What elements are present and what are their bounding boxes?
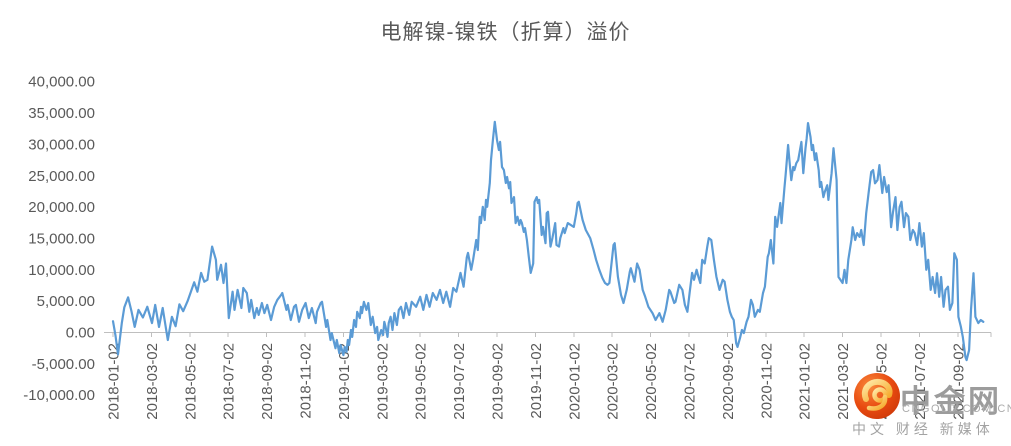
x-tick-label: 2020-09-02 [720, 343, 737, 420]
x-tick-label: 2020-11-02 [758, 343, 775, 419]
watermark-site-name: 中金网 [900, 384, 1002, 419]
y-tick-label: -5,000.00 [32, 356, 95, 373]
y-tick-label: 40,000.00 [28, 74, 95, 91]
x-tick-label: 2020-01-02 [566, 343, 583, 420]
x-tick-label: 2020-07-02 [682, 343, 699, 420]
x-tick-label: 2020-03-02 [605, 343, 622, 420]
y-tick-label: 5,000.00 [37, 293, 95, 310]
y-tick-label: 20,000.00 [28, 199, 95, 216]
cngold-logo-icon [854, 373, 900, 419]
series-line [111, 120, 985, 362]
x-tick-label: 2021-09-02 [950, 343, 967, 420]
x-tick-label: 2018-01-02 [106, 343, 123, 420]
x-tick-label: 2019-03-02 [374, 343, 391, 420]
x-tick-label: 2019-01-02 [336, 343, 353, 420]
x-axis [104, 332, 992, 337]
y-tick-label: 10,000.00 [28, 262, 95, 279]
y-tick-label: 30,000.00 [28, 136, 95, 153]
y-axis: 40,000.00 35,000.00 30,000.00 25,000.00 20,0… [23, 74, 95, 405]
x-tick-label: 2019-11-02 [528, 343, 545, 419]
chart-title: 电解镍-镍铁（折算）溢价 [380, 21, 631, 44]
cngold-watermark: 中金网 CNGOLD.COM.CN 中文 财经 新媒体 [845, 368, 1011, 444]
x-tick-label: 2018-11-02 [298, 343, 315, 419]
x-tick-label: 2020-05-02 [643, 343, 660, 420]
y-tick-label: 25,000.00 [28, 168, 95, 185]
x-axis-labels: 2018-01-02 2018-03-02 2018-05-02 2018-07-02… [106, 343, 968, 420]
y-tick-label: -10,000.00 [23, 387, 95, 404]
x-tick-label: 2018-05-02 [182, 343, 199, 420]
watermark-domain: CNGOLD.COM.CN [902, 403, 1011, 415]
x-tick-label: 2019-05-02 [413, 343, 430, 420]
x-tick-label: 2018-09-02 [259, 343, 276, 420]
x-tick-label: 2019-07-02 [451, 343, 468, 420]
x-tick-label: 2018-07-02 [221, 343, 238, 420]
x-tick-label: 2021-03-02 [835, 343, 852, 420]
y-tick-label: 15,000.00 [28, 230, 95, 247]
x-tick-label: 2019-09-02 [490, 343, 507, 420]
y-tick-label: 0.00 [66, 325, 95, 342]
x-tick-label: 2018-03-02 [144, 343, 161, 420]
y-tick-label: 35,000.00 [28, 105, 95, 122]
watermark-tagline: 中文 财经 新媒体 [852, 421, 994, 437]
x-tick-label: 2021-01-02 [797, 343, 814, 420]
x-tick-label: 2021-07-02 [912, 343, 929, 420]
